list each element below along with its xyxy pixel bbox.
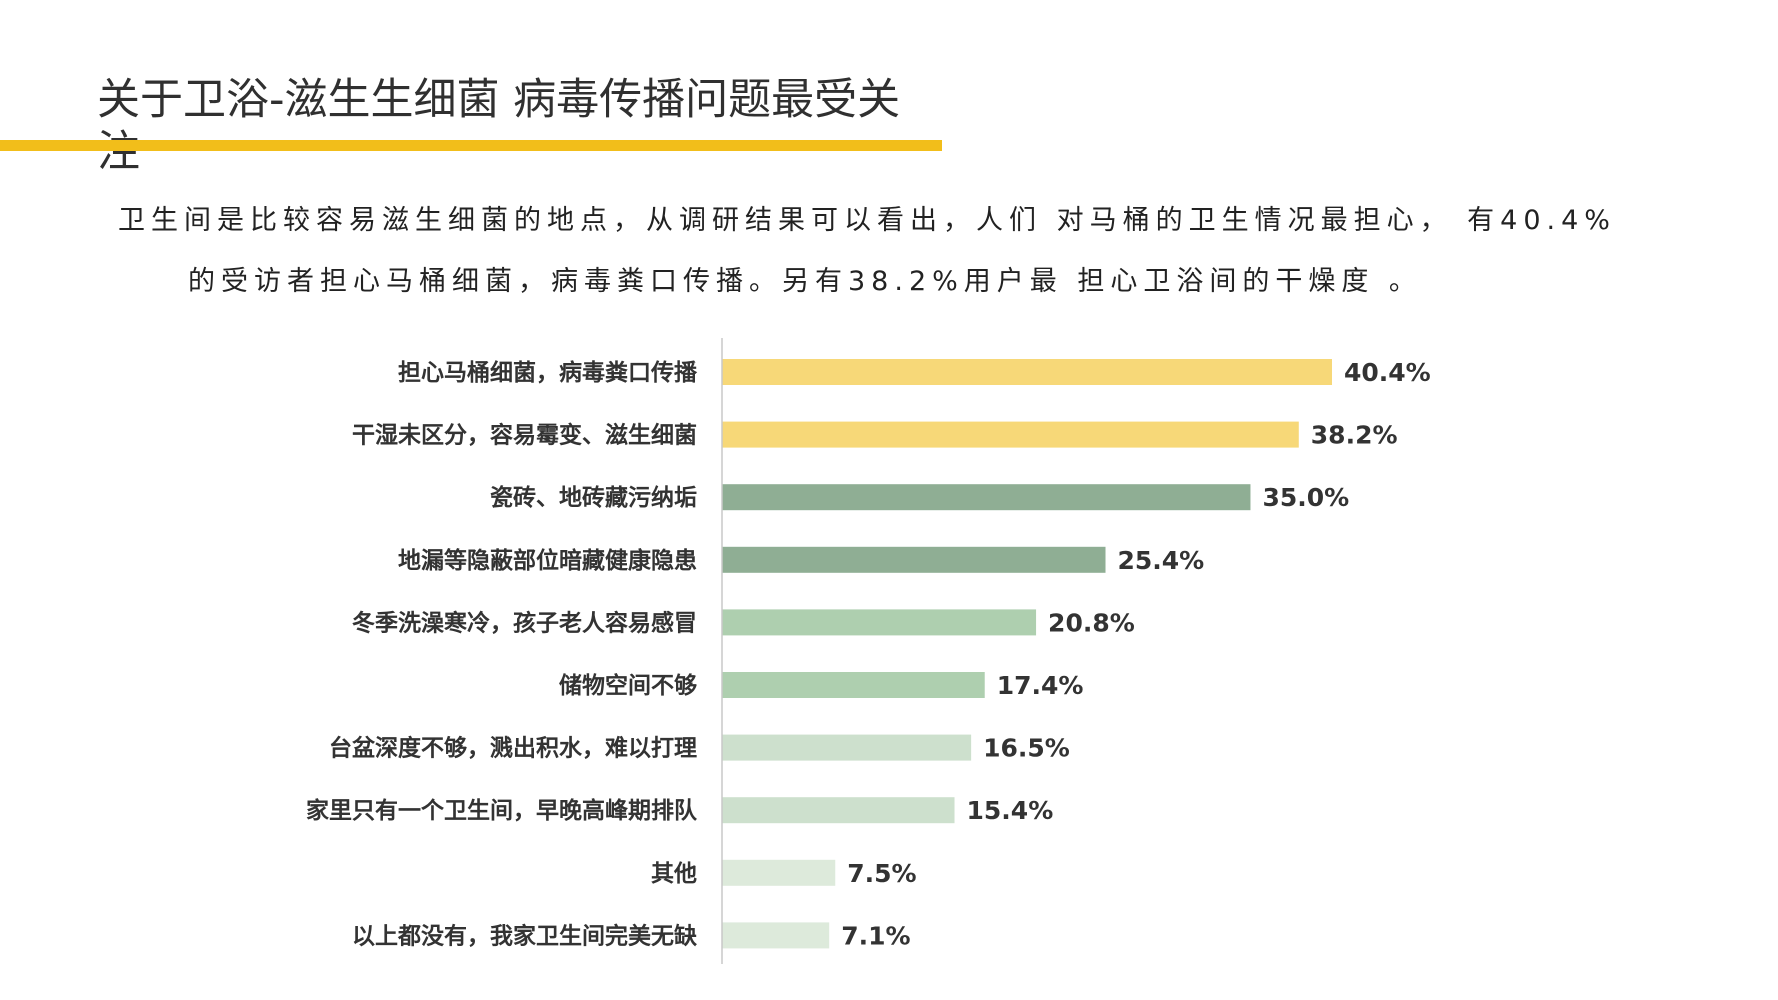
bar-row: 以上都没有，我家卫生间完美无缺 7.1% bbox=[352, 921, 911, 950]
category-label: 家里只有一个卫生间，早晚高峰期排队 bbox=[306, 797, 698, 824]
title-accent-line bbox=[0, 140, 942, 151]
value-label: 7.1% bbox=[841, 921, 910, 950]
bar bbox=[722, 421, 1299, 448]
category-label: 储物空间不够 bbox=[559, 672, 697, 699]
bar bbox=[722, 609, 1037, 636]
category-label: 其他 bbox=[651, 861, 697, 887]
bar bbox=[722, 484, 1251, 511]
intro-line-2: 的受访者担心马桶细菌，病毒粪口传播。另有38.2%用户最 担心卫浴间的干燥度 。 bbox=[188, 266, 1422, 297]
intro-line-1: 卫生间是比较容易滋生细菌的地点，从调研结果可以看出，人们 对马桶的卫生情况最担心… bbox=[118, 205, 1616, 236]
value-label: 15.4% bbox=[967, 796, 1054, 825]
bar bbox=[722, 546, 1106, 573]
value-label: 7.5% bbox=[847, 859, 916, 888]
bar-chart: 担心马桶细菌，病毒粪口传播 40.4% 干湿未区分，容易霉变、滋生细菌 38.2% 瓷砖… bbox=[306, 338, 1431, 964]
bar-row: 冬季洗澡寒冷，孩子老人容易感冒 20.8% bbox=[352, 608, 1135, 637]
value-label: 38.2% bbox=[1311, 421, 1398, 450]
bar bbox=[722, 859, 836, 886]
bar bbox=[722, 672, 985, 698]
bar-row: 台盆深度不够，溅出积水，难以打理 16.5% bbox=[329, 734, 1070, 763]
bar bbox=[722, 734, 972, 761]
bar bbox=[722, 797, 955, 824]
category-label: 干湿未区分，容易霉变、滋生细菌 bbox=[352, 422, 697, 449]
bar-row: 储物空间不够 17.4% bbox=[559, 671, 1083, 700]
category-label: 瓷砖、地砖藏污纳垢 bbox=[490, 484, 697, 511]
value-label: 17.4% bbox=[997, 671, 1084, 700]
value-label: 35.0% bbox=[1262, 483, 1349, 512]
page-title: 关于卫浴-滋生生细菌 病毒传播问题最受关注 bbox=[97, 75, 901, 177]
bar bbox=[722, 359, 1332, 385]
value-label: 20.8% bbox=[1048, 608, 1135, 637]
bar-row: 地漏等隐蔽部位暗藏健康隐患 25.4% bbox=[398, 546, 1204, 575]
bar bbox=[722, 922, 830, 949]
category-label: 冬季洗澡寒冷，孩子老人容易感冒 bbox=[352, 609, 697, 636]
bars-layer: 担心马桶细菌，病毒粪口传播 40.4% 干湿未区分，容易霉变、滋生细菌 38.2% 瓷砖… bbox=[306, 358, 1431, 950]
bar-row: 干湿未区分，容易霉变、滋生细菌 38.2% bbox=[352, 421, 1398, 450]
category-label: 台盆深度不够，溅出积水，难以打理 bbox=[329, 735, 697, 762]
value-label: 16.5% bbox=[983, 734, 1070, 763]
category-label: 地漏等隐蔽部位暗藏健康隐患 bbox=[398, 547, 697, 574]
intro-paragraph: 卫生间是比较容易滋生细菌的地点，从调研结果可以看出，人们 对马桶的卫生情况最担心… bbox=[118, 190, 1718, 312]
bar-row: 担心马桶细菌，病毒粪口传播 40.4% bbox=[398, 358, 1431, 387]
bar-row: 其他 7.5% bbox=[651, 859, 917, 888]
value-label: 25.4% bbox=[1118, 546, 1205, 575]
bar-row: 家里只有一个卫生间，早晚高峰期排队 15.4% bbox=[306, 796, 1053, 825]
category-label: 以上都没有，我家卫生间完美无缺 bbox=[352, 922, 698, 949]
value-label: 40.4% bbox=[1344, 358, 1431, 387]
category-label: 担心马桶细菌，病毒粪口传播 bbox=[398, 359, 698, 386]
bar-row: 瓷砖、地砖藏污纳垢 35.0% bbox=[490, 483, 1349, 512]
